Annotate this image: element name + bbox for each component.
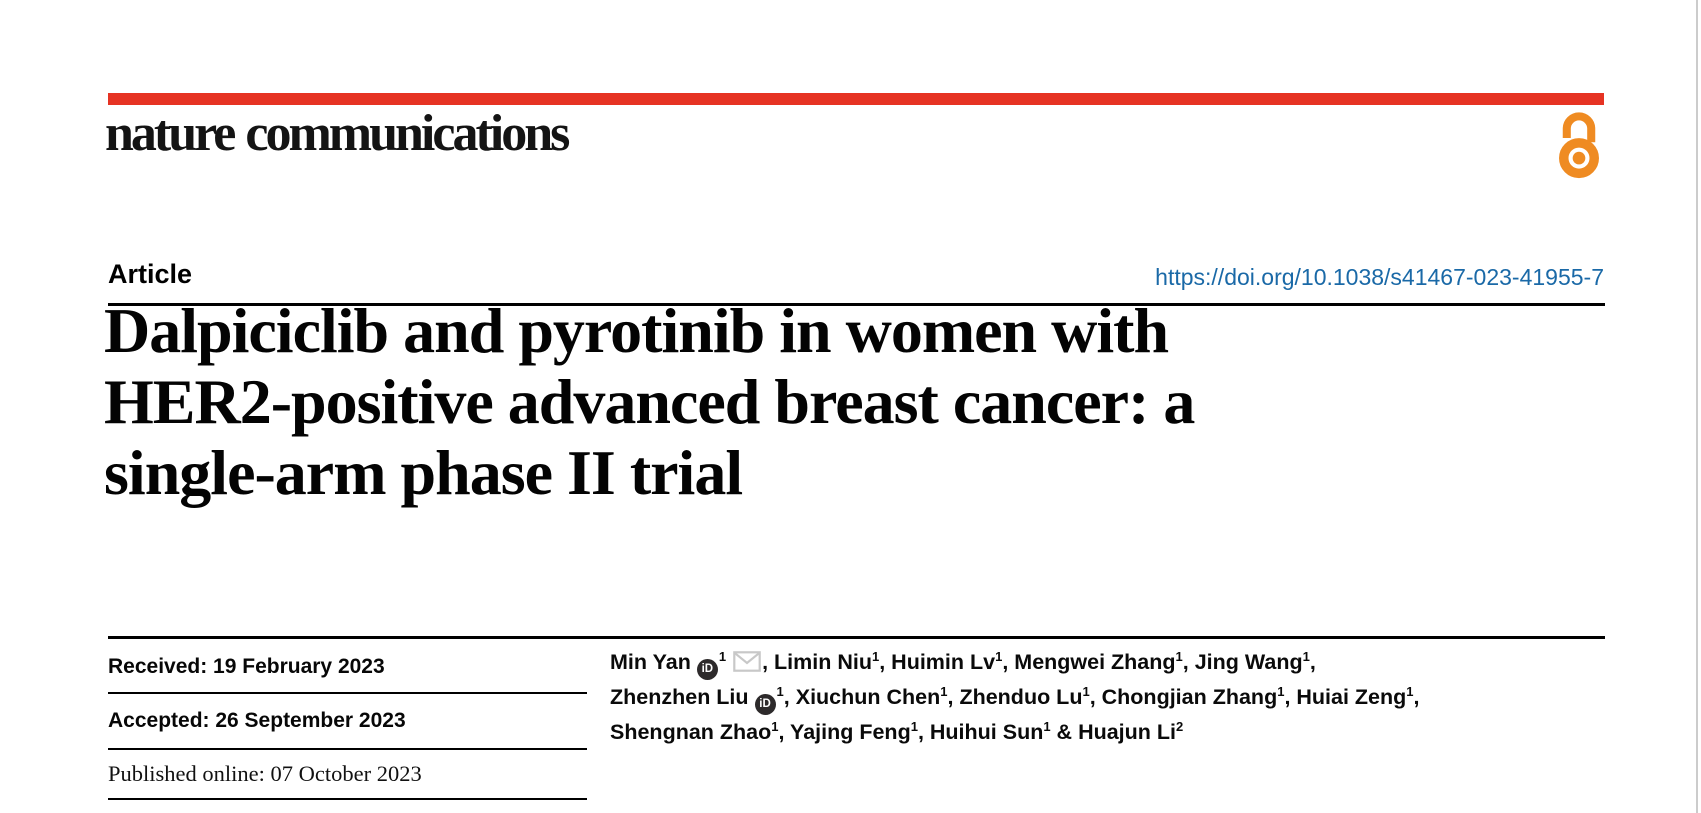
affiliation-superscript: 1 (1175, 648, 1183, 664)
orcid-icon[interactable]: iD (696, 659, 718, 680)
author-name: Chongjian Zhang (1101, 685, 1278, 709)
author-name: Yajing Feng (790, 720, 911, 744)
author-name: Zhenzhen Liu (610, 685, 749, 709)
accepted-date-row: Accepted: 26 September 2023 (108, 694, 587, 750)
journal-logo: nature communications (105, 105, 570, 162)
affiliation-superscript: 1 (1277, 683, 1285, 699)
header-divider-rule (108, 303, 1605, 306)
affiliation-superscript: 1 (1302, 648, 1310, 664)
affiliation-superscript: 1 (718, 648, 727, 664)
brand-red-bar (108, 93, 1604, 105)
author-list: Min Yan iD1, Limin Niu1, Huimin Lv1, Meng… (610, 648, 1420, 744)
author-name: Mengwei Zhang (1014, 650, 1176, 674)
page-right-border (1696, 0, 1698, 813)
affiliation-superscript: 1 (1406, 683, 1414, 699)
affiliation-superscript: 1 (910, 718, 918, 734)
affiliation-superscript: 1 (1082, 683, 1090, 699)
author-name: Shengnan Zhao (610, 720, 772, 744)
affiliation-superscript: 1 (1043, 718, 1051, 734)
article-title-line: HER2-positive advanced breast cancer: a (104, 366, 1195, 437)
published-date-row: Published online: 07 October 2023 (108, 750, 587, 800)
article-history: Received: 19 February 2023 Accepted: 26 … (108, 642, 587, 800)
author-name: Huimin Lv (891, 650, 996, 674)
affiliation-superscript: 1 (940, 683, 948, 699)
affiliation-superscript: 1 (995, 648, 1003, 664)
orcid-icon[interactable]: iD (754, 694, 776, 715)
author-name: Huihui Sun (929, 720, 1044, 744)
author-name: Huiai Zeng (1296, 685, 1407, 709)
article-title: Dalpiciclib and pyrotinib in women with … (104, 295, 1524, 508)
article-title-line: single-arm phase II trial (104, 437, 743, 508)
doi-link[interactable]: https://doi.org/10.1038/s41467-023-41955… (1155, 264, 1604, 290)
article-title-line: Dalpiciclib and pyrotinib in women with (104, 295, 1169, 366)
affiliation-superscript: 2 (1176, 718, 1184, 734)
affiliation-superscript: 1 (871, 648, 880, 664)
affiliation-superscript: 1 (776, 683, 784, 699)
author-name: Zhenduo Lu (959, 685, 1083, 709)
author-name: Min Yan (610, 650, 691, 674)
open-access-icon (1556, 107, 1602, 179)
author-name: Xiuchun Chen (795, 685, 941, 709)
received-date-row: Received: 19 February 2023 (108, 642, 587, 694)
author-name: Jing Wang (1194, 650, 1303, 674)
section-divider-rule (108, 636, 1605, 639)
author-name: Huajun Li (1078, 720, 1176, 744)
author-name: Limin Niu (774, 650, 872, 674)
article-type-label: Article (108, 259, 193, 289)
affiliation-superscript: 1 (771, 718, 779, 734)
email-icon[interactable] (733, 651, 761, 672)
